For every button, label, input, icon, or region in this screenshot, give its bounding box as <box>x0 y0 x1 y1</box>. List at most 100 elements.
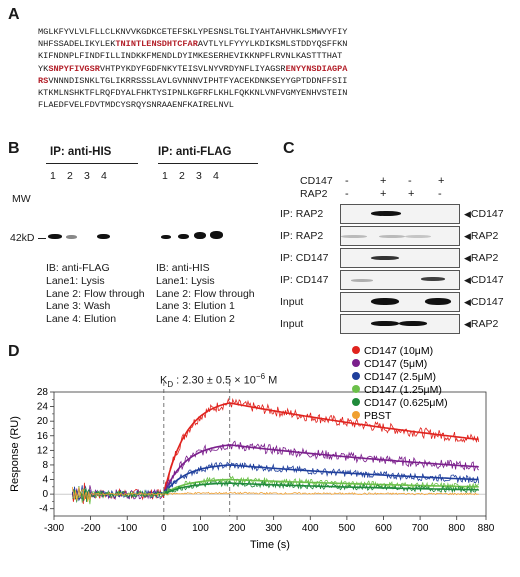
blot-strip <box>340 292 460 312</box>
band <box>194 232 206 239</box>
blot-row-label: IP: CD147 <box>280 274 329 286</box>
band <box>48 234 62 239</box>
sequence-segment: KTKMLNSHKTFLRQFDYALFHKTYSIPNLKGFRFLKHLFQ… <box>38 88 348 99</box>
highlighted-peptide: TNINTLENSDHTCFAR <box>115 39 198 50</box>
legend-entry: CD147 (0.625μM) <box>364 397 448 409</box>
blot-row-label: Input <box>280 296 304 308</box>
ib-left: IB: anti-FLAG <box>46 262 110 274</box>
x-tick-label: -300 <box>44 523 64 534</box>
legend-line: Lane 4: Elution <box>46 312 117 325</box>
kd-value: : 2.30 ± 0.5 × 10 <box>173 374 256 387</box>
band <box>178 234 189 239</box>
series-fit-line <box>163 478 479 495</box>
condition-sign: - <box>345 188 349 200</box>
blot-row-target-label: CD147 <box>470 208 504 220</box>
series-line <box>71 486 479 503</box>
series-fit-line <box>163 464 479 495</box>
condition-signs: - + - + - + + - <box>340 175 460 201</box>
legend-entry: PBST <box>364 410 392 422</box>
title-underline-left <box>46 163 138 164</box>
band <box>425 298 451 305</box>
series-fit-line <box>163 444 479 495</box>
blot-row-target: ◀CD147 <box>464 208 504 220</box>
title-underline-right <box>158 163 258 164</box>
blot-strip <box>340 270 460 290</box>
series-line <box>72 480 480 504</box>
sequence-line: MGLKFYVLVLFLLCLKNVVKGDKCETEFSKLYPESNSLTG… <box>38 26 518 38</box>
blot-row-label: IP: RAP2 <box>280 208 324 220</box>
arrow-left-icon: ◀ <box>464 231 471 241</box>
band <box>371 211 401 216</box>
lane-number: 2 <box>67 170 73 182</box>
condition-sign: + <box>438 175 445 187</box>
legend-marker <box>352 411 360 419</box>
band <box>341 235 367 238</box>
band <box>371 321 399 326</box>
kd-k: K <box>160 374 168 387</box>
sequence-line: RSVNNNDISNKLTGLIKRRSSSLAVLGVNNNVIPHTFYAC… <box>38 75 518 87</box>
blot-strip <box>340 226 460 246</box>
legend-entry: CD147 (10μM) <box>364 345 433 357</box>
lane-number: 2 <box>179 170 185 182</box>
band <box>421 277 445 281</box>
protein-sequence: MGLKFYVLVLFLLCLKNVVKGDKCETEFSKLYPESNSLTG… <box>38 26 518 111</box>
highlighted-peptide: ENYYNSDIAGPA <box>285 63 348 74</box>
x-tick-label: 300 <box>265 523 282 534</box>
legend-entry: CD147 (2.5μM) <box>364 371 436 383</box>
x-tick-label: 700 <box>412 523 429 534</box>
ip-title-right: IP: anti-FLAG <box>158 146 232 158</box>
y-tick-label: 24 <box>37 402 49 413</box>
lane-number: 1 <box>50 170 56 182</box>
legend-entry: CD147 (5μM) <box>364 358 427 370</box>
arrow-left-icon: ◀ <box>464 253 471 263</box>
ib-right: IB: anti-HIS <box>156 262 210 274</box>
legend-marker <box>352 359 360 367</box>
arrow-left-icon: ◀ <box>464 319 471 329</box>
highlighted-peptide: SNPYFIVGSR <box>48 63 100 74</box>
blot-row-target-label: RAP2 <box>470 252 499 264</box>
sequence-line: NHFSSADELIKYLEKTNINTLENSDHTCFARAVTLYLFYY… <box>38 38 518 50</box>
blot-row-target-label: RAP2 <box>470 230 499 242</box>
kd-sub: D <box>167 379 174 389</box>
y-tick-label: 0 <box>42 489 48 500</box>
highlighted-peptide: RS <box>38 75 49 86</box>
sensorgram-chart: -4 0 4 8 12 16 20 24 28 -300 -200 -100 0 100 200 300 400… <box>9 345 495 551</box>
legend-line: Lane1: Lysis <box>156 275 215 287</box>
condition-sign: + <box>380 175 387 187</box>
lane-number: 3 <box>196 170 202 182</box>
y-tick-label: -4 <box>39 504 48 515</box>
blot-strip <box>340 248 460 268</box>
blot-strip <box>340 204 460 224</box>
y-axis-label: Response (RU) <box>9 416 21 492</box>
blot-row-label: IP: RAP2 <box>280 230 324 242</box>
x-tick-label: -100 <box>117 523 137 534</box>
band <box>66 235 77 239</box>
sequence-line: KTKMLNSHKTFLRQFDYALFHKTYSIPNLKGFRFLKHLFQ… <box>38 87 518 99</box>
band <box>161 235 171 239</box>
panel-a-label: A <box>8 6 20 23</box>
panel-c-label: C <box>283 140 295 157</box>
x-tick-label: 0 <box>161 523 167 534</box>
lane-number: 4 <box>213 170 219 182</box>
y-tick-label: 12 <box>37 445 49 456</box>
band <box>399 321 427 326</box>
blot-left <box>46 200 142 258</box>
sequence-line: FLAEDFVELFDVTMDCYSRQYSNRAAENFKAIRELNVL <box>38 99 518 111</box>
blot-row-target-label: RAP2 <box>470 318 499 330</box>
legend-line: Lane 3: Elution 1 <box>156 300 235 312</box>
x-tick-label: 400 <box>302 523 319 534</box>
legend-left: Lane1: Lysis Lane 2: Flow through Lane 3… <box>46 275 145 325</box>
blot-strip <box>340 314 460 334</box>
legend-marker <box>352 398 360 406</box>
arrow-left-icon: ◀ <box>464 275 471 285</box>
panel-d-label: D <box>8 343 20 360</box>
mw-marker-42kd: 42kD <box>10 232 35 244</box>
y-tick-label: 8 <box>42 460 48 471</box>
legend-marker <box>352 372 360 380</box>
band <box>405 235 431 238</box>
blot-row-label: Input <box>280 318 304 330</box>
legend-line: Lane 3: Wash <box>46 300 111 312</box>
kd-unit: M <box>265 374 278 387</box>
cond-name: CD147 <box>300 175 333 187</box>
x-tick-label: 880 <box>478 523 495 534</box>
